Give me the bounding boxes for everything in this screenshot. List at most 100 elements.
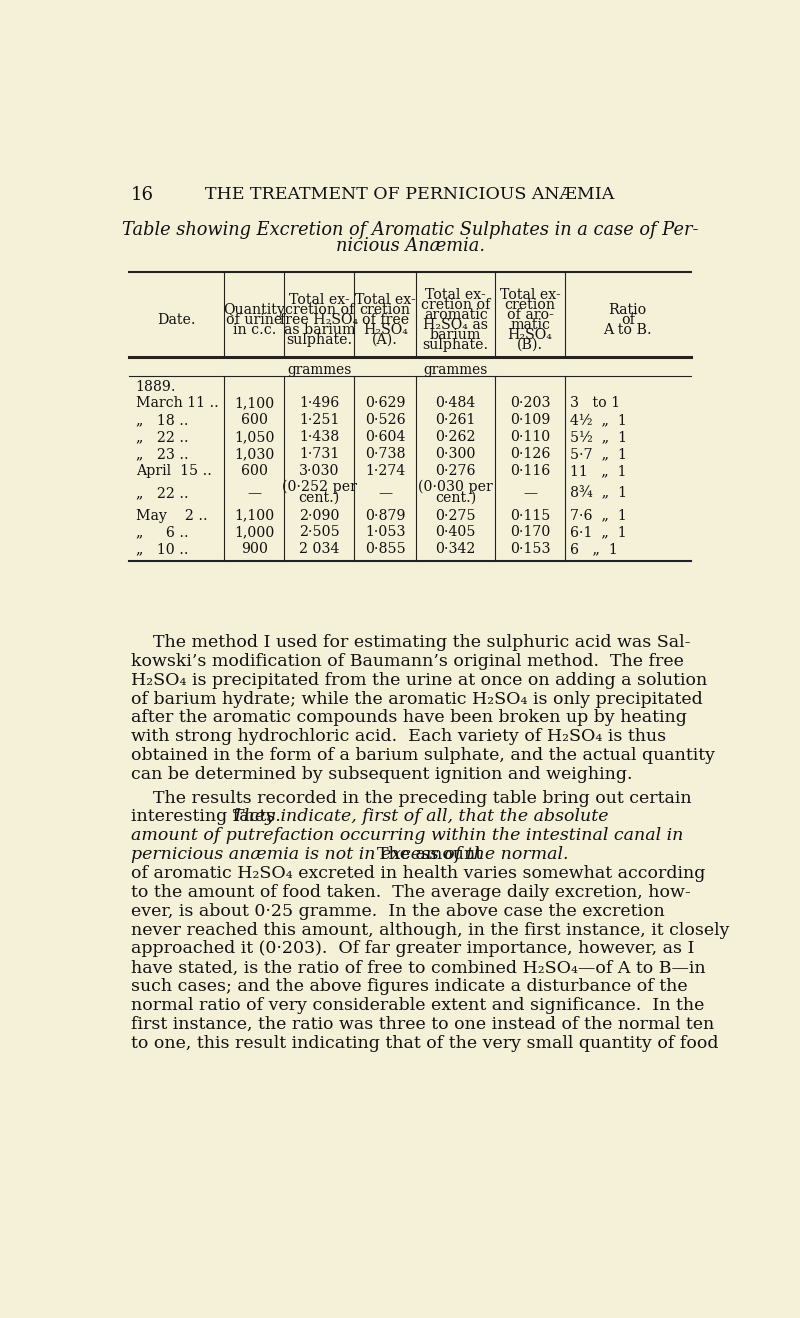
Text: to the amount of food taken.  The average daily excretion, how-: to the amount of food taken. The average…: [131, 884, 690, 902]
Text: 11   „  1: 11 „ 1: [570, 464, 626, 478]
Text: A to B.: A to B.: [603, 323, 652, 336]
Text: cretion of: cretion of: [421, 298, 490, 311]
Text: „   18 ..: „ 18 ..: [136, 413, 188, 427]
Text: 0·153: 0·153: [510, 543, 550, 556]
Text: approached it (0·203).  Of far greater importance, however, as I: approached it (0·203). Of far greater im…: [131, 941, 694, 957]
Text: 1·438: 1·438: [299, 430, 339, 444]
Text: 0·109: 0·109: [510, 413, 550, 427]
Text: 0·116: 0·116: [510, 464, 550, 478]
Text: The amount: The amount: [366, 846, 482, 863]
Text: cent.): cent.): [435, 490, 476, 505]
Text: 6   „  1: 6 „ 1: [570, 543, 618, 556]
Text: to one, this result indicating that of the very small quantity of food: to one, this result indicating that of t…: [131, 1035, 718, 1052]
Text: 0·300: 0·300: [435, 447, 476, 461]
Text: 4½  „  1: 4½ „ 1: [570, 413, 626, 427]
Text: 3   to 1: 3 to 1: [570, 397, 620, 410]
Text: 2·090: 2·090: [299, 509, 339, 522]
Text: April  15 ..: April 15 ..: [136, 464, 211, 478]
Text: 0·855: 0·855: [365, 543, 406, 556]
Text: H₂SO₄ as: H₂SO₄ as: [423, 318, 488, 332]
Text: They indicate, first of all, that the absolute: They indicate, first of all, that the ab…: [232, 808, 608, 825]
Text: 0·526: 0·526: [365, 413, 406, 427]
Text: barium: barium: [430, 328, 482, 341]
Text: —: —: [523, 486, 537, 500]
Text: „   22 ..: „ 22 ..: [136, 486, 188, 500]
Text: aromatic: aromatic: [424, 307, 488, 322]
Text: ever, is about 0·25 gramme.  In the above case the excretion: ever, is about 0·25 gramme. In the above…: [131, 903, 665, 920]
Text: 0·484: 0·484: [436, 397, 476, 410]
Text: 600: 600: [241, 413, 268, 427]
Text: 2·505: 2·505: [299, 526, 340, 539]
Text: 7·6  „  1: 7·6 „ 1: [570, 509, 626, 522]
Text: 600: 600: [241, 464, 268, 478]
Text: 0·110: 0·110: [510, 430, 550, 444]
Text: of barium hydrate; while the aromatic H₂SO₄ is only precipitated: of barium hydrate; while the aromatic H₂…: [131, 691, 702, 708]
Text: H₂SO₄: H₂SO₄: [508, 328, 553, 341]
Text: normal ratio of very considerable extent and significance.  In the: normal ratio of very considerable extent…: [131, 998, 704, 1014]
Text: —: —: [247, 486, 262, 500]
Text: Date.: Date.: [158, 312, 196, 327]
Text: „   23 ..: „ 23 ..: [136, 447, 188, 461]
Text: 0·115: 0·115: [510, 509, 550, 522]
Text: Quantity: Quantity: [223, 303, 285, 316]
Text: H₂SO₄: H₂SO₄: [362, 323, 408, 336]
Text: obtained in the form of a barium sulphate, and the actual quantity: obtained in the form of a barium sulphat…: [131, 747, 715, 764]
Text: 0·170: 0·170: [510, 526, 550, 539]
Text: Total ex-: Total ex-: [289, 293, 350, 307]
Text: H₂SO₄ is precipitated from the urine at once on adding a solution: H₂SO₄ is precipitated from the urine at …: [131, 672, 707, 689]
Text: 0·342: 0·342: [435, 543, 476, 556]
Text: nicious Anæmia.: nicious Anæmia.: [335, 237, 485, 256]
Text: May    2 ..: May 2 ..: [136, 509, 207, 522]
Text: 2 034: 2 034: [299, 543, 339, 556]
Text: Total ex-: Total ex-: [426, 287, 486, 302]
Text: after the aromatic compounds have been broken up by heating: after the aromatic compounds have been b…: [131, 709, 687, 726]
Text: never reached this amount, although, in the first instance, it closely: never reached this amount, although, in …: [131, 921, 730, 938]
Text: free H₂SO₄: free H₂SO₄: [280, 312, 358, 327]
Text: cretion: cretion: [505, 298, 556, 311]
Text: 0·276: 0·276: [435, 464, 476, 478]
Text: 0·738: 0·738: [365, 447, 406, 461]
Text: Ratio: Ratio: [609, 303, 647, 316]
Text: 0·261: 0·261: [435, 413, 476, 427]
Text: have stated, is the ratio of free to combined H₂SO₄—of A to B—in: have stated, is the ratio of free to com…: [131, 960, 706, 977]
Text: 0·262: 0·262: [435, 430, 476, 444]
Text: The method I used for estimating the sulphuric acid was Sal-: The method I used for estimating the sul…: [131, 634, 690, 651]
Text: of aro-: of aro-: [506, 307, 554, 322]
Text: „     6 ..: „ 6 ..: [136, 526, 188, 539]
Text: 5½  „  1: 5½ „ 1: [570, 430, 626, 444]
Text: 16: 16: [131, 186, 154, 204]
Text: of: of: [621, 312, 634, 327]
Text: THE TREATMENT OF PERNICIOUS ANÆMIA: THE TREATMENT OF PERNICIOUS ANÆMIA: [206, 186, 614, 203]
Text: 1·053: 1·053: [365, 526, 406, 539]
Text: first instance, the ratio was three to one instead of the normal ten: first instance, the ratio was three to o…: [131, 1016, 714, 1033]
Text: sulphate.: sulphate.: [286, 332, 352, 347]
Text: amount of putrefaction occurring within the intestinal canal in: amount of putrefaction occurring within …: [131, 828, 683, 845]
Text: 0·879: 0·879: [365, 509, 406, 522]
Text: 0·629: 0·629: [365, 397, 406, 410]
Text: „   10 ..: „ 10 ..: [136, 543, 188, 556]
Text: 1889.: 1889.: [136, 380, 176, 394]
Text: Table showing Excretion of Aromatic Sulphates in a case of Per-: Table showing Excretion of Aromatic Sulp…: [122, 221, 698, 240]
Text: „   22 ..: „ 22 ..: [136, 430, 188, 444]
Text: grammes: grammes: [287, 362, 351, 377]
Text: (0·252 per: (0·252 per: [282, 480, 357, 494]
Text: 0·126: 0·126: [510, 447, 550, 461]
Text: interesting facts.: interesting facts.: [131, 808, 292, 825]
Text: (A).: (A).: [372, 332, 398, 347]
Text: 6·1  „  1: 6·1 „ 1: [570, 526, 626, 539]
Text: 8¾  „  1: 8¾ „ 1: [570, 486, 626, 500]
Text: can be determined by subsequent ignition and weighing.: can be determined by subsequent ignition…: [131, 766, 633, 783]
Text: 1·496: 1·496: [299, 397, 339, 410]
Text: kowski’s modification of Baumann’s original method.  The free: kowski’s modification of Baumann’s origi…: [131, 652, 684, 670]
Text: 0·203: 0·203: [510, 397, 550, 410]
Text: (B).: (B).: [517, 337, 543, 352]
Text: The results recorded in the preceding table bring out certain: The results recorded in the preceding ta…: [131, 789, 692, 807]
Text: —: —: [378, 486, 392, 500]
Text: 1·251: 1·251: [299, 413, 339, 427]
Text: (0·030 per: (0·030 per: [418, 480, 493, 494]
Text: 1,100: 1,100: [234, 397, 274, 410]
Text: 0·604: 0·604: [365, 430, 406, 444]
Text: March 11 ..: March 11 ..: [136, 397, 218, 410]
Text: cretion of: cretion of: [285, 303, 354, 316]
Text: in c.c.: in c.c.: [233, 323, 276, 336]
